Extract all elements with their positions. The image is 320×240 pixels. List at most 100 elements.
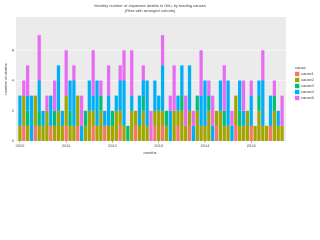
bar-segment	[241, 110, 246, 126]
bar-segment	[241, 125, 246, 141]
bar-segment	[184, 95, 188, 126]
bar-segment	[137, 125, 142, 141]
bar-segment	[87, 110, 91, 141]
bar-segment	[218, 80, 223, 111]
x-tick-label: 2013	[154, 143, 164, 148]
bar-segment	[222, 65, 226, 111]
bar-segment	[214, 110, 219, 126]
bar-segment	[26, 125, 30, 141]
bar-segment	[157, 95, 161, 111]
bar-segment	[60, 110, 64, 126]
bar-segment	[172, 65, 176, 111]
bar-segment	[114, 110, 118, 141]
bar-segment	[33, 125, 37, 141]
bar-segment	[26, 110, 30, 126]
bar-segment	[49, 125, 53, 141]
bar-segment	[68, 110, 72, 126]
bar-segment	[203, 125, 207, 141]
bar-segment	[253, 125, 257, 141]
bar-segment	[76, 95, 80, 126]
x-tick-label: 2011	[62, 143, 71, 148]
bar-segment	[157, 110, 161, 141]
x-tick-label: 2010	[15, 143, 25, 148]
y-tick-label: 4	[12, 78, 15, 83]
legend-swatch	[295, 95, 300, 101]
bar-segment	[280, 95, 284, 126]
bar-segment	[230, 110, 234, 126]
bar-segment	[211, 95, 215, 126]
bar-segment	[249, 95, 253, 126]
bar-segment	[145, 125, 149, 141]
bar-segment	[276, 110, 280, 126]
bar-segment	[110, 110, 115, 126]
bar-segment	[122, 80, 126, 126]
bar-segment	[37, 125, 41, 141]
bar-segment	[141, 65, 145, 81]
bar-segment	[272, 80, 276, 96]
bar-segment	[95, 80, 99, 126]
bar-segment	[226, 125, 230, 141]
bar-segment	[153, 110, 157, 126]
bar-segment	[261, 125, 265, 141]
legend-label: cause2	[301, 77, 315, 82]
bar-segment	[37, 110, 41, 126]
bar-segment	[168, 110, 172, 141]
bar-segment	[91, 95, 95, 111]
x-tick-label: 2015	[247, 143, 257, 148]
bar-segment	[83, 125, 88, 141]
bar-segment	[122, 50, 126, 81]
bar-segment	[72, 80, 76, 126]
bar-segment	[207, 110, 211, 141]
bar-segment	[126, 125, 130, 141]
bar-segment	[95, 125, 99, 141]
bar-segment	[230, 125, 234, 141]
bar-segment	[160, 65, 165, 111]
bar-segment	[176, 125, 180, 141]
bar-segment	[91, 110, 95, 126]
bar-segment	[268, 125, 273, 141]
bar-segment	[72, 65, 76, 81]
bar-segment	[68, 80, 72, 111]
bar-segment	[26, 65, 30, 96]
bar-segment	[187, 110, 192, 126]
bar-segment	[249, 125, 253, 141]
bar-segment	[164, 110, 169, 126]
bar-segment	[18, 95, 22, 126]
legend-swatch	[295, 77, 300, 83]
bar-segment	[268, 95, 273, 126]
bar-segment	[199, 95, 203, 126]
bar-segment	[234, 125, 238, 141]
bar-segment	[99, 95, 103, 111]
bar-segment	[106, 95, 111, 126]
bar-segment	[130, 110, 134, 141]
bar-segment	[103, 125, 107, 141]
bar-segment	[137, 95, 142, 126]
bar-segment	[226, 80, 230, 126]
bar-segment	[141, 110, 145, 141]
bar-segment	[195, 95, 199, 111]
bar-segment	[195, 110, 199, 141]
bar-segment	[149, 110, 153, 141]
bar-segment	[257, 110, 261, 141]
bar-segment	[238, 80, 242, 111]
bar-segment	[276, 125, 280, 141]
y-axis-title: number of deaths	[3, 63, 8, 94]
bar-segment	[60, 125, 64, 141]
bar-segment	[91, 125, 95, 141]
bar-segment	[45, 95, 49, 111]
bar-segment	[83, 110, 88, 126]
bar-segment	[191, 110, 196, 126]
bar-segment	[176, 110, 180, 126]
y-tick-label: 6	[12, 47, 15, 52]
bar-segment	[118, 110, 122, 126]
y-tick-label: 2	[12, 108, 15, 113]
bar-segment	[22, 95, 26, 126]
chart: Monthly number of Japanese deaths in Gif…	[3, 3, 315, 155]
legend-label: cause5	[301, 95, 315, 100]
legend-title: cause	[295, 65, 306, 70]
legend-label: cause4	[301, 89, 315, 94]
bar-segment	[218, 110, 223, 141]
bar-segment	[106, 65, 111, 96]
bar-segment	[222, 110, 226, 126]
bar-segment	[110, 125, 115, 141]
